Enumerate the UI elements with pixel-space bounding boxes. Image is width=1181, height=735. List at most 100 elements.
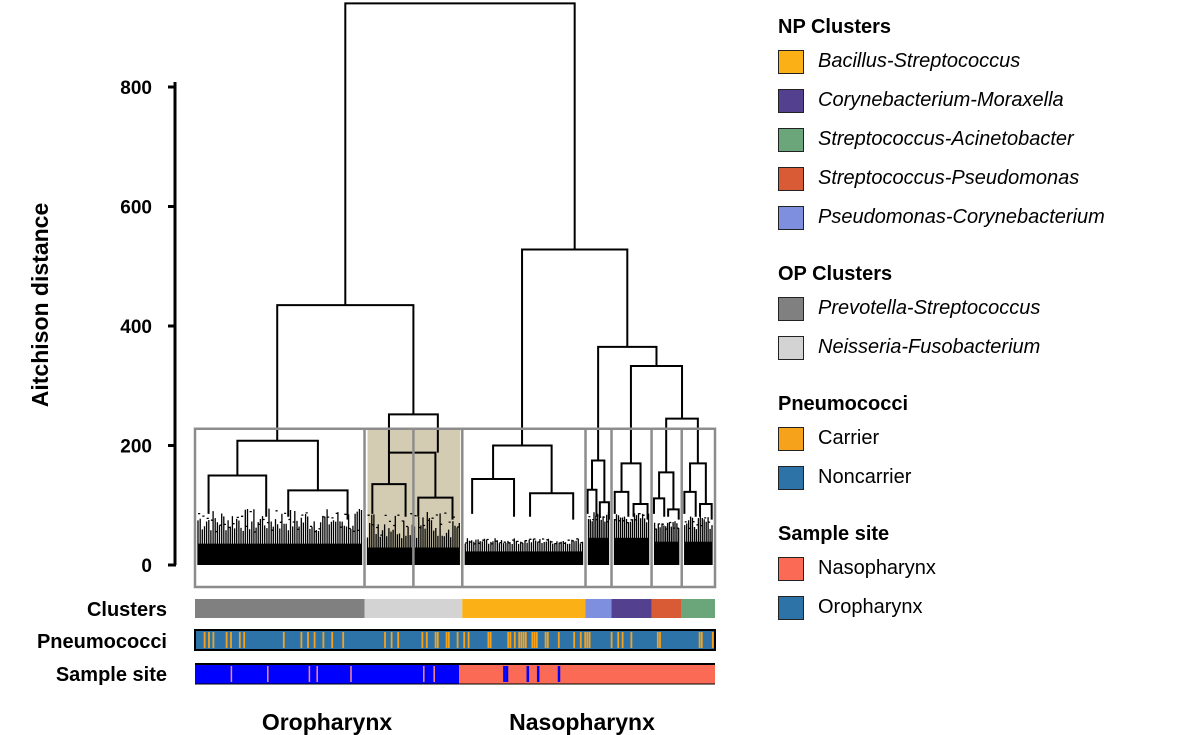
bacillus-sub1 <box>471 477 516 517</box>
legend-group-2: Pneumococci Carrier Noncarrier <box>778 389 1178 497</box>
legend-group-title: OP Clusters <box>778 263 893 285</box>
legend-label: Streptococcus-Pseudomonas <box>818 167 1080 189</box>
legend-label: Oropharynx <box>818 596 923 618</box>
pseudomonas-cory-sub2 <box>598 501 610 520</box>
site-bar-oropharynx <box>195 664 460 684</box>
legend: NP Clusters Bacillus-Streptococcus Coryneb… <box>778 12 1178 627</box>
cluster-box-outer <box>193 427 717 589</box>
legend-item: Oropharynx <box>778 588 1178 627</box>
legend-item: Pseudomonas-Corynebacterium <box>778 198 1178 237</box>
y-tick-label-800: 800 <box>120 78 152 99</box>
leaf-mass-5 <box>654 541 679 565</box>
strep-acineto-top <box>689 462 707 505</box>
prevotella-sub1 <box>207 474 268 517</box>
strep-pseudo-sub2 <box>667 508 680 520</box>
legend-swatch <box>778 556 804 581</box>
y-axis: 0 200 400 600 800 <box>120 78 177 577</box>
dendrogram-chart: 0 200 400 600 800 Aitchison distance Cluster… <box>27 2 717 735</box>
site-label-nasopharynx: Nasopharynx <box>509 709 655 735</box>
legend-label: Noncarrier <box>818 466 912 488</box>
legend-swatch <box>778 127 804 152</box>
cory-moraxella-top <box>620 462 642 505</box>
y-tick-label-400: 400 <box>120 317 152 338</box>
legend-item: Corynebacterium-Moraxella <box>778 81 1178 120</box>
legend-item: Prevotella-Streptococcus <box>778 289 1178 328</box>
legend-group-3: Sample site Nasopharynx Oropharynx <box>778 519 1178 627</box>
legend-group-1: OP Clusters Prevotella-Streptococcus Neiss… <box>778 259 1178 367</box>
cluster-bar-Streptococcus-Pseudomonas <box>651 599 682 618</box>
y-tick-label-0: 0 <box>141 556 152 577</box>
site-bar-nasopharynx <box>459 664 715 684</box>
annotation-rows <box>194 599 716 685</box>
legend-label: Prevotella-Streptococcus <box>818 297 1041 319</box>
link-root <box>344 2 576 306</box>
annotation-row-labels: Clusters Pneumococci Sample site <box>37 599 167 686</box>
legend-swatch <box>778 595 804 620</box>
pseudomonas-cory-sub1 <box>586 488 598 517</box>
cory-moraxella-sub1 <box>613 490 630 517</box>
row-label-1: Pneumococci <box>37 631 167 653</box>
legend-swatch <box>778 426 804 451</box>
legend-swatch <box>778 335 804 360</box>
legend-swatch <box>778 49 804 74</box>
site-mixed-op-marks <box>503 666 561 682</box>
legend-group-0: NP Clusters Bacillus-Streptococcus Coryneb… <box>778 12 1178 237</box>
cluster-bar-Bacillus-Streptococcus <box>462 599 586 618</box>
legend-swatch <box>778 166 804 191</box>
row-label-0: Clusters <box>87 599 167 621</box>
legend-swatch <box>778 465 804 490</box>
legend-item: Carrier <box>778 419 1178 458</box>
cluster-bar-Corynebacterium-Moraxella <box>611 599 652 618</box>
prevotella-top <box>236 439 319 491</box>
legend-label: Carrier <box>818 427 880 449</box>
strep-pseudo-sub1 <box>652 497 666 517</box>
dendrogram-tree <box>197 2 713 565</box>
link-np-sub <box>597 345 658 461</box>
legend-label: Bacillus-Streptococcus <box>818 50 1021 72</box>
cluster-boxes <box>193 427 717 589</box>
site-mixed-np-marks <box>230 666 435 682</box>
cory-moraxella-sub2 <box>632 503 649 520</box>
cluster-bar-Pseudomonas-Corynebacterium <box>585 599 612 618</box>
prevotella-sub2 <box>287 489 349 520</box>
legend-swatch <box>778 296 804 321</box>
pneumococci-carrier-marks <box>203 632 714 648</box>
legend-item: Noncarrier <box>778 458 1178 497</box>
legend-swatch <box>778 88 804 113</box>
row-label-2: Sample site <box>56 664 167 686</box>
legend-item: Bacillus-Streptococcus <box>778 42 1178 81</box>
y-tick-label-600: 600 <box>120 198 152 219</box>
legend-group-title: NP Clusters <box>778 16 892 38</box>
site-labels: Oropharynx Nasopharynx <box>262 709 655 735</box>
pseudomonas-cory-top <box>591 459 606 503</box>
legend-swatch <box>778 205 804 230</box>
legend-label: Pseudomonas-Corynebacterium <box>818 206 1105 228</box>
strep-pseudo-top <box>658 471 675 510</box>
strep-acineto-sub1 <box>683 490 697 517</box>
legend-item: Streptococcus-Acinetobacter <box>778 120 1178 159</box>
link-oropharynx <box>276 304 415 441</box>
legend-item: Streptococcus-Pseudomonas <box>778 159 1178 198</box>
bacillus-top <box>492 444 553 494</box>
legend-label: Neisseria-Fusobacterium <box>818 336 1041 358</box>
pneumococci-bar <box>194 629 716 651</box>
legend-group-title: Pneumococci <box>778 393 909 415</box>
legend-item: Nasopharynx <box>778 549 1178 588</box>
leaf-mass-4 <box>614 537 649 565</box>
legend-label: Corynebacterium-Moraxella <box>818 89 1064 111</box>
bacillus-sub2 <box>529 492 575 520</box>
legend-label: Streptococcus-Acinetobacter <box>818 128 1074 150</box>
leaf-mass-0 <box>198 543 362 565</box>
leaf-mass-2 <box>465 551 583 565</box>
leaf-mass-6 <box>684 541 712 565</box>
site-label-oropharynx: Oropharynx <box>262 709 393 735</box>
leaf-mass-3 <box>588 537 609 565</box>
legend-label: Nasopharynx <box>818 557 936 579</box>
legend-group-title: Sample site <box>778 523 890 545</box>
link-np-minor <box>629 365 684 464</box>
cluster-bar-Streptococcus-Acinetobacter <box>681 599 715 618</box>
y-axis-label: Aitchison distance <box>27 203 53 407</box>
cluster-bar-Neisseria-Fusobacterium <box>364 599 463 618</box>
y-tick-label-200: 200 <box>120 437 152 458</box>
cluster-bar-Prevotella-Streptococcus <box>195 599 365 618</box>
